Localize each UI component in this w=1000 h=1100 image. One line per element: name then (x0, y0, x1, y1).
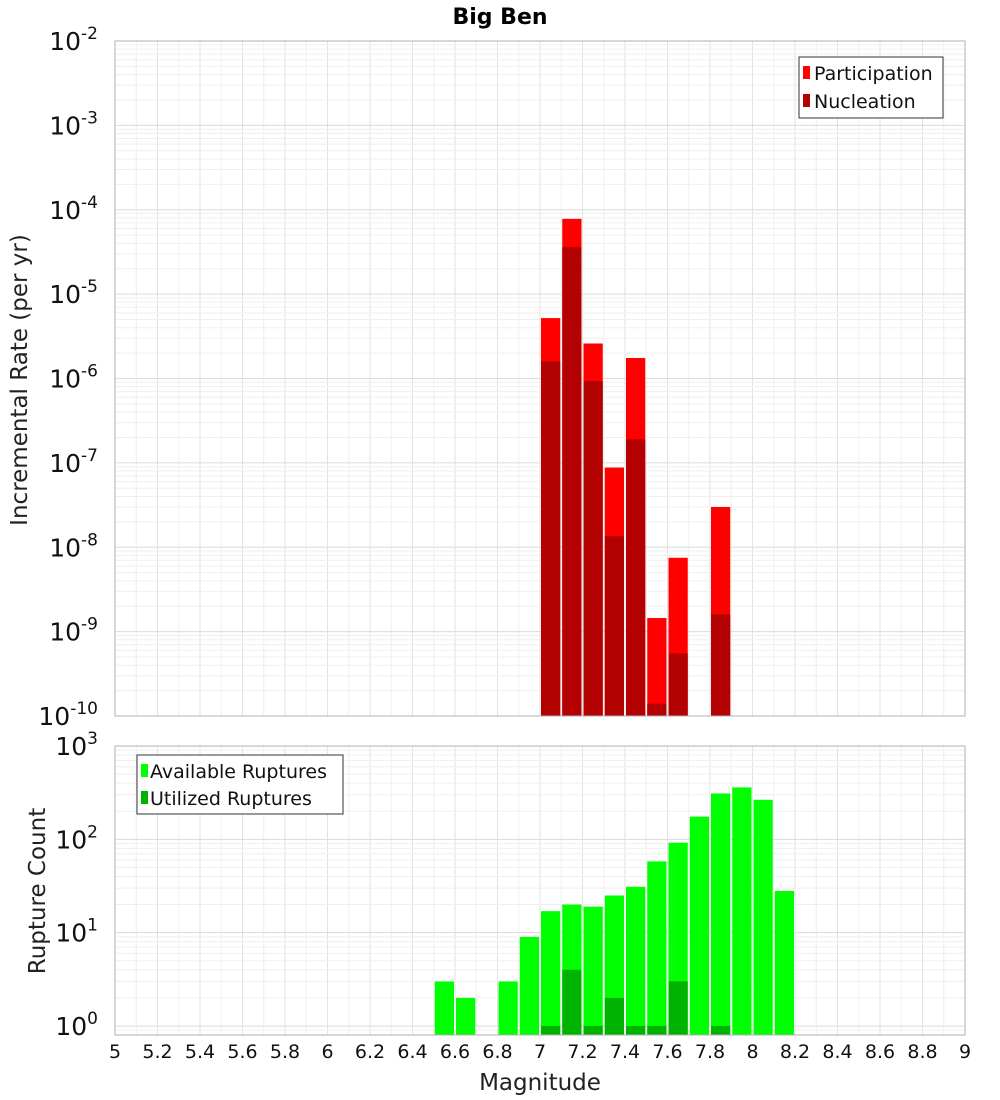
x-tick-label: 6.2 (355, 1041, 385, 1063)
top-grid (114, 41, 966, 717)
bottom-y-tick-label: 103 (55, 729, 98, 761)
available-bar (711, 793, 731, 1035)
top-y-tick-label: 10-4 (49, 193, 98, 225)
nucleation-legend-label: Nucleation (814, 91, 916, 113)
x-tick-label: 8.6 (865, 1041, 895, 1063)
nucleation-bar (626, 439, 646, 716)
nucleation-bar (647, 703, 667, 716)
x-tick-label: 8 (746, 1041, 758, 1063)
available-bar (732, 787, 752, 1035)
top-y-tick-label: 10-7 (49, 446, 98, 478)
bottom-legend-box (136, 754, 344, 815)
utilized-bar (647, 1025, 667, 1035)
available-bar (541, 911, 561, 1035)
x-axis-title: Magnitude (479, 1070, 601, 1096)
utilized-bar (668, 981, 688, 1035)
top-y-tick-label: 10-6 (49, 362, 98, 394)
x-tick-label: 7 (534, 1041, 546, 1063)
nucleation-bar (562, 247, 582, 716)
x-tick-label: 7.2 (567, 1041, 597, 1063)
x-tick-label: 7.8 (695, 1041, 725, 1063)
bottom-y-tick-label: 101 (55, 916, 98, 948)
nucleation-bar (668, 653, 688, 716)
x-tick-label: 5.4 (185, 1041, 215, 1063)
nucleation-bar (604, 536, 624, 716)
utilized-bar (562, 969, 582, 1035)
x-tick-label: 6.8 (482, 1041, 512, 1063)
bottom-y-tick-labels: 100 101 102 103 (55, 729, 98, 1041)
top-panel: 10-10 10-9 10-8 10-7 10-6 10-5 10-4 10-3 10-2 In… (7, 24, 966, 731)
available-bar (456, 997, 476, 1035)
x-tick-label: 8.2 (780, 1041, 810, 1063)
x-tick-label: 8.8 (907, 1041, 937, 1063)
top-plot-frame (114, 40, 966, 717)
utilized-bar (604, 997, 624, 1035)
nucleation-bar (711, 614, 731, 716)
participation-legend-label: Participation (814, 63, 933, 85)
top-y-tick-labels: 10-10 10-9 10-8 10-7 10-6 10-5 10-4 10-3 10-2 (38, 24, 98, 731)
top-y-tick-label: 10-8 (49, 530, 98, 562)
available-legend-label: Available Ruptures (150, 761, 327, 783)
chart-title: Big Ben (452, 5, 547, 30)
x-tick-label: 7.6 (652, 1041, 682, 1063)
utilized-legend-swatch (141, 791, 148, 804)
utilized-bar (626, 1025, 646, 1035)
x-tick-label: 8.4 (822, 1041, 852, 1063)
utilized-bar (583, 1025, 603, 1035)
top-legend: Participation Nucleation (798, 56, 944, 119)
bottom-panel: 100 101 102 103 Rupture Count Available Rup… (25, 729, 966, 1041)
bottom-legend: Available Ruptures Utilized Ruptures (136, 754, 344, 815)
available-bar (626, 886, 646, 1035)
nucleation-legend-swatch (803, 94, 810, 107)
x-tick-labels: 5 5.2 5.4 5.6 5.8 6 6.2 6.4 6.6 6.8 7 7.2 7.4 7.6 7.8 8… (109, 1041, 971, 1063)
top-bars (541, 218, 731, 716)
available-bar (753, 799, 773, 1035)
x-tick-label: 5 (109, 1041, 121, 1063)
top-y-tick-label: 10-2 (49, 24, 98, 56)
utilized-legend-label: Utilized Ruptures (150, 788, 312, 810)
nucleation-bar (583, 381, 603, 716)
x-tick-label: 5.6 (227, 1041, 257, 1063)
bottom-y-tick-label: 100 (55, 1009, 98, 1041)
utilized-bar (711, 1025, 731, 1035)
top-y-tick-label: 10-5 (49, 277, 98, 309)
available-bar (583, 906, 603, 1035)
x-tick-label: 5.2 (142, 1041, 172, 1063)
bottom-y-axis-title: Rupture Count (25, 808, 51, 974)
top-y-axis-title: Incremental Rate (per yr) (7, 234, 33, 526)
x-tick-label: 6.6 (440, 1041, 470, 1063)
x-tick-label: 9 (959, 1041, 971, 1063)
bottom-y-tick-label: 102 (55, 822, 98, 854)
top-y-tick-label: 10-9 (49, 615, 98, 647)
available-bar (689, 816, 709, 1035)
top-legend-box (798, 56, 944, 119)
available-legend-swatch (141, 764, 148, 777)
x-tick-label: 5.8 (270, 1041, 300, 1063)
available-bar (519, 936, 539, 1035)
available-bar (774, 890, 794, 1035)
participation-legend-swatch (803, 66, 810, 79)
x-tick-label: 6.4 (397, 1041, 427, 1063)
nucleation-bar (541, 361, 561, 716)
available-bar (434, 981, 454, 1035)
top-y-tick-label: 10-3 (49, 108, 98, 140)
participation-bar (647, 618, 667, 716)
bottom-plot-frame (114, 745, 966, 1036)
top-y-tick-label: 10-10 (38, 699, 98, 731)
available-bar (647, 861, 667, 1035)
utilized-bar (541, 1025, 561, 1035)
x-tick-label: 7.4 (610, 1041, 640, 1063)
available-bar (498, 981, 518, 1035)
bottom-bars (434, 787, 794, 1035)
x-tick-label: 6 (321, 1041, 333, 1063)
